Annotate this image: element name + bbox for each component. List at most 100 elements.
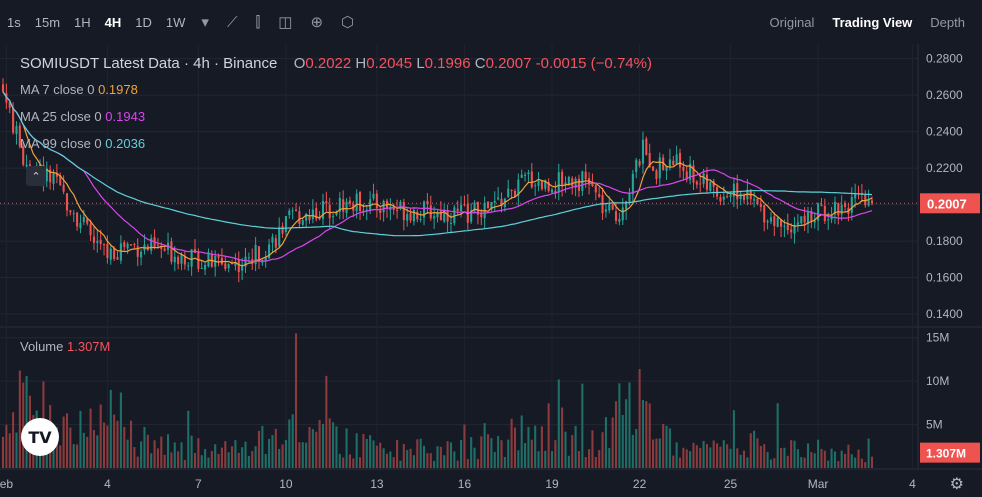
candle-body (116, 257, 119, 260)
candle-body (645, 138, 648, 155)
volume-bar (513, 427, 517, 468)
candle-body (402, 201, 405, 220)
timeframe-4h[interactable]: 4H (104, 14, 122, 30)
volume-bar (830, 448, 833, 468)
ma25-legend[interactable]: MA 25 close 0 0.1943 (20, 109, 145, 124)
volume-bar (45, 446, 48, 468)
price-chart[interactable]: 0.28000.26000.24000.22000.20000.18000.16… (0, 44, 982, 497)
volume-bar (247, 456, 250, 468)
timeframe-1s[interactable]: 1s (7, 14, 21, 30)
timeframe-1h[interactable]: 1H (74, 14, 91, 30)
view-original[interactable]: Original (769, 14, 815, 30)
volume-bar (123, 427, 126, 468)
candle-body (244, 256, 247, 267)
volume-bar (473, 447, 476, 468)
volume-bar (833, 451, 836, 468)
volume-bar (298, 442, 301, 468)
camera-icon[interactable]: ◫ (278, 14, 293, 31)
volume-bar (463, 424, 466, 468)
volume-bar (564, 431, 567, 468)
volume-bar (261, 425, 264, 468)
chevron-down-icon[interactable]: ▾ (201, 14, 209, 31)
candle-body (763, 205, 766, 223)
time-tick-label: 4 (104, 477, 111, 491)
volume-bar (264, 454, 267, 468)
volume-bar (146, 434, 149, 468)
candle-body (810, 211, 813, 222)
volume-bar (200, 455, 203, 468)
volume-bar (163, 454, 166, 468)
volume-bar (382, 448, 385, 468)
timeframe-1d[interactable]: 1D (135, 14, 152, 30)
volume-bar (419, 438, 422, 468)
candle-body (8, 101, 11, 108)
volume-bar (746, 457, 749, 468)
volume-bar (588, 449, 591, 468)
volume-bar (497, 436, 500, 468)
candle-body (476, 201, 479, 215)
volume-value: 1.307M (67, 339, 111, 354)
candle-body (45, 168, 48, 182)
volume-bar (220, 447, 223, 468)
volume-bar (793, 440, 796, 468)
volume-bar (655, 438, 658, 468)
volume-bar (520, 415, 523, 468)
price-tick-label: 0.1800 (926, 234, 963, 248)
view-trading-view[interactable]: Trading View (832, 14, 913, 30)
candle-body (315, 208, 318, 219)
volume-bar (89, 408, 92, 468)
candle-body (25, 164, 28, 167)
volume-bar (109, 389, 112, 468)
view-depth[interactable]: Depth (930, 14, 965, 30)
candles-icon[interactable]: ⫿ (255, 13, 261, 31)
collapse-legend-icon[interactable]: ⌃ (26, 166, 46, 186)
candle-body (705, 174, 708, 190)
timeframe-15m[interactable]: 15m (34, 14, 61, 30)
candle-body (399, 201, 402, 209)
candle-body (780, 219, 783, 227)
candle-body (204, 264, 207, 270)
candle-body (759, 204, 762, 208)
candle-body (537, 180, 540, 186)
volume-bar (237, 452, 240, 468)
candle-body (608, 203, 611, 211)
volume-bar (409, 448, 412, 468)
candle-body (510, 190, 513, 192)
volume-bar (766, 451, 769, 468)
ma7-legend[interactable]: MA 7 close 0 0.1978 (20, 82, 138, 97)
volume-bar (204, 449, 207, 468)
volume-bar (426, 453, 429, 468)
candle-body (702, 173, 705, 184)
tradingview-logo[interactable]: TV (21, 418, 59, 456)
volume-bar (813, 453, 816, 468)
axis-settings-icon[interactable]: ⚙ (949, 476, 964, 493)
price-tick-label: 0.1400 (926, 307, 963, 321)
volume-bar (342, 457, 345, 468)
candle-body (126, 243, 129, 249)
candle-body (557, 172, 560, 193)
last-price-label: 0.2007 (927, 196, 967, 211)
candle-body (513, 191, 517, 198)
candle-body (591, 183, 594, 187)
volume-bar (820, 448, 823, 468)
volume-bar (796, 449, 799, 468)
ma99-legend[interactable]: MA 99 close 0 0.2036 (20, 136, 145, 151)
candle-body (92, 236, 95, 243)
candle-body (480, 212, 483, 218)
volume-bar (173, 442, 176, 468)
volume-bar (749, 433, 752, 468)
volume-bar (493, 451, 496, 468)
candle-body (870, 200, 874, 204)
candle-body (486, 201, 490, 209)
timeframe-1w[interactable]: 1W (165, 14, 186, 30)
candle-body (648, 153, 651, 168)
volume-bar (682, 447, 685, 468)
volume-bar (641, 400, 645, 468)
indicators-icon[interactable]: ⟋ (226, 13, 238, 31)
volume-bar (365, 438, 368, 468)
volume-bar (614, 401, 618, 468)
add-icon[interactable]: ⊕ (310, 14, 324, 31)
candle-body (52, 173, 55, 184)
volume-bar (369, 435, 372, 468)
settings-icon[interactable]: ⬡ (341, 14, 355, 31)
